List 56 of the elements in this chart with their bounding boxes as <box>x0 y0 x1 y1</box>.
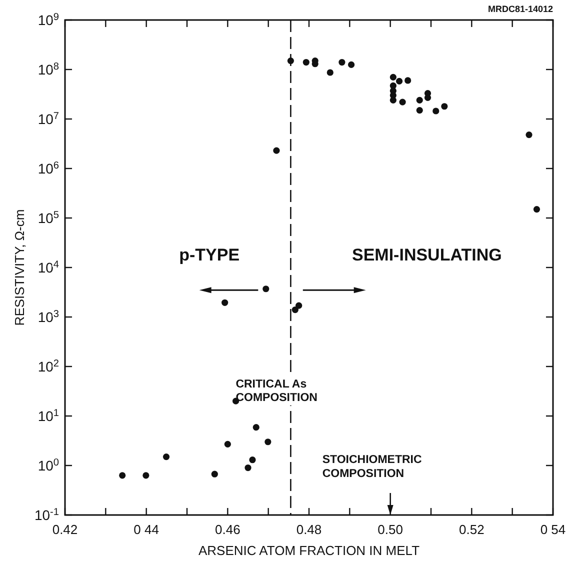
y-tick-label: 10$^{4}$ <box>38 259 60 276</box>
x-axis-title: ARSENIC ATOM FRACTION IN MELT <box>198 543 420 558</box>
y-tick-label: 10$^{-1}$ <box>34 506 60 523</box>
point <box>399 98 406 106</box>
point <box>424 94 432 101</box>
point <box>249 456 256 464</box>
x-tick-label: 0.42 <box>52 522 78 537</box>
point <box>396 78 403 85</box>
y-tick-label: 10$^{7}$ <box>38 110 60 127</box>
point <box>273 147 280 154</box>
point <box>296 302 302 309</box>
point <box>338 58 346 66</box>
x-tick-label: 0.48 <box>296 522 322 537</box>
point <box>326 69 334 76</box>
text: MRDC81-14012 <box>488 4 553 14</box>
point <box>222 299 228 306</box>
point <box>292 306 298 314</box>
y-tick-label: 10$^{5}$ <box>38 210 60 226</box>
point <box>404 77 412 84</box>
point <box>142 472 150 479</box>
y-tick-label: 10$^{2}$ <box>38 358 60 374</box>
x-tick-label: 0 54 <box>540 522 566 537</box>
point <box>252 424 260 431</box>
x-tick-label: 0.52 <box>459 522 484 537</box>
point <box>390 96 396 104</box>
ref-line-label: CRITICAL As COMPOSITION <box>236 378 318 404</box>
y-tick-label: 10$^{0}$ <box>38 457 60 474</box>
point <box>526 131 532 138</box>
y-tick-label: 10$^{9}$ <box>38 12 60 28</box>
y-tick-label: 10$^{3}$ <box>38 308 60 325</box>
point <box>533 206 540 213</box>
point <box>416 106 423 114</box>
point <box>262 286 270 292</box>
point <box>390 74 396 80</box>
point <box>287 57 294 64</box>
point <box>211 470 218 478</box>
annotation: p-TYPE <box>179 245 240 264</box>
y-tick-label: 10$^{6}$ <box>38 160 60 176</box>
point <box>162 453 170 460</box>
x-tick-label: 0 44 <box>134 522 159 537</box>
x-tick-label: 0.50 <box>378 522 403 537</box>
point <box>441 103 448 110</box>
annotation: SEMI-INSULATING <box>352 245 502 264</box>
point <box>416 96 423 104</box>
y-tick-label: 10$^{8}$ <box>38 61 60 78</box>
point <box>244 464 252 472</box>
point <box>119 472 126 479</box>
point <box>432 108 440 114</box>
point <box>264 438 272 446</box>
point <box>348 61 355 68</box>
x-tick-label: 0.46 <box>215 522 240 537</box>
y-axis-title: RESISTIVITY, Ω-cm <box>12 209 27 326</box>
point <box>224 440 231 448</box>
annotation: STOICHIOMETRIC COMPOSITION <box>322 454 422 480</box>
y-tick-label: 10$^{1}$ <box>38 408 60 424</box>
point <box>302 58 310 66</box>
